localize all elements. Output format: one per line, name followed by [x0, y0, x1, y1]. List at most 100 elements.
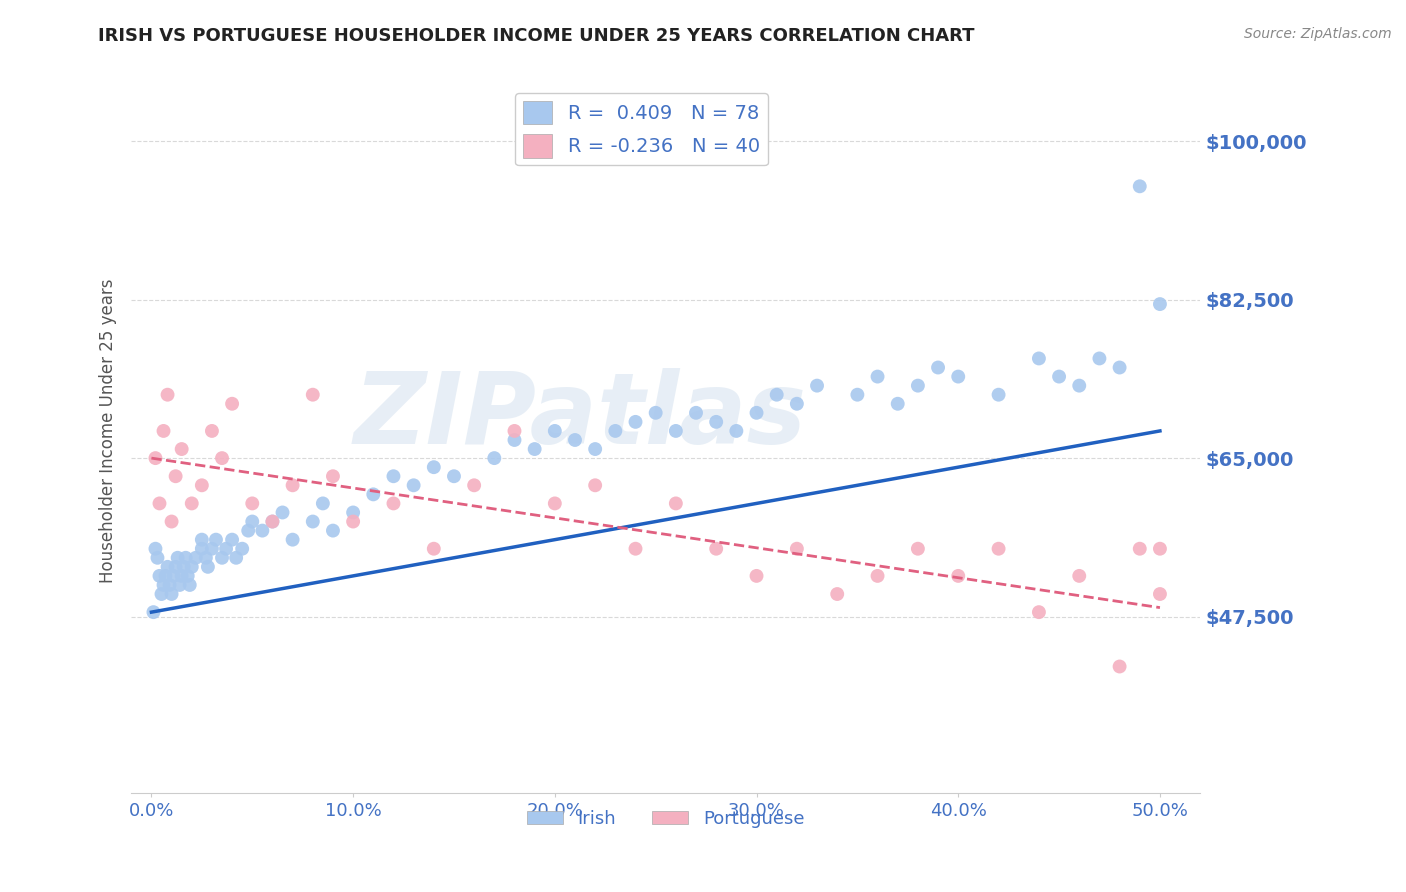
Point — [238, 524, 260, 538]
Legend: Irish, Portuguese: Irish, Portuguese — [520, 803, 811, 835]
Point — [205, 533, 228, 547]
Point — [907, 378, 929, 392]
Point — [170, 569, 193, 583]
Point — [1108, 659, 1130, 673]
Point — [160, 587, 183, 601]
Point — [704, 415, 727, 429]
Point — [1149, 541, 1171, 556]
Point — [765, 387, 787, 401]
Point — [624, 541, 647, 556]
Point — [211, 550, 233, 565]
Point — [152, 424, 174, 438]
Point — [927, 360, 949, 375]
Point — [886, 397, 908, 411]
Point — [745, 406, 768, 420]
Point — [503, 424, 526, 438]
Point — [221, 397, 243, 411]
Point — [704, 541, 727, 556]
Point — [162, 569, 184, 583]
Point — [156, 387, 179, 401]
Point — [194, 550, 217, 565]
Point — [423, 460, 446, 475]
Point — [152, 578, 174, 592]
Point — [240, 496, 263, 510]
Point — [170, 442, 193, 456]
Point — [1069, 569, 1091, 583]
Point — [322, 469, 344, 483]
Point — [156, 559, 179, 574]
Point — [382, 469, 405, 483]
Point — [1129, 541, 1152, 556]
Point — [146, 550, 169, 565]
Y-axis label: Householder Income Under 25 years: Householder Income Under 25 years — [100, 278, 117, 583]
Point — [312, 496, 335, 510]
Point — [583, 442, 606, 456]
Point — [866, 369, 889, 384]
Point — [225, 550, 247, 565]
Point — [142, 605, 165, 619]
Point — [215, 541, 238, 556]
Point — [544, 424, 567, 438]
Point — [180, 559, 202, 574]
Point — [423, 541, 446, 556]
Point — [1028, 351, 1050, 366]
Point — [806, 378, 828, 392]
Point — [564, 433, 586, 447]
Point — [363, 487, 385, 501]
Point — [271, 506, 294, 520]
Point — [665, 496, 688, 510]
Point — [159, 578, 181, 592]
Point — [866, 569, 889, 583]
Point — [201, 424, 224, 438]
Point — [180, 496, 202, 510]
Point — [342, 515, 364, 529]
Point — [145, 541, 167, 556]
Point — [484, 451, 506, 466]
Text: Source: ZipAtlas.com: Source: ZipAtlas.com — [1244, 27, 1392, 41]
Point — [463, 478, 485, 492]
Point — [301, 515, 323, 529]
Point — [523, 442, 546, 456]
Point — [1047, 369, 1070, 384]
Point — [1149, 297, 1171, 311]
Point — [544, 496, 567, 510]
Text: ZIPatlas: ZIPatlas — [354, 368, 807, 465]
Point — [825, 587, 848, 601]
Point — [322, 524, 344, 538]
Point — [342, 506, 364, 520]
Point — [281, 533, 304, 547]
Point — [252, 524, 274, 538]
Point — [725, 424, 748, 438]
Point — [173, 559, 195, 574]
Point — [174, 550, 197, 565]
Point — [191, 478, 214, 492]
Point — [1069, 378, 1091, 392]
Point — [231, 541, 253, 556]
Point — [948, 369, 970, 384]
Point — [1088, 351, 1111, 366]
Point — [165, 559, 187, 574]
Point — [1129, 179, 1152, 194]
Point — [1149, 587, 1171, 601]
Point — [846, 387, 869, 401]
Point — [745, 569, 768, 583]
Point — [605, 424, 627, 438]
Point — [907, 541, 929, 556]
Point — [665, 424, 688, 438]
Point — [165, 469, 187, 483]
Point — [1108, 360, 1130, 375]
Point — [166, 550, 188, 565]
Point — [948, 569, 970, 583]
Point — [145, 451, 167, 466]
Point — [987, 541, 1010, 556]
Text: IRISH VS PORTUGUESE HOUSEHOLDER INCOME UNDER 25 YEARS CORRELATION CHART: IRISH VS PORTUGUESE HOUSEHOLDER INCOME U… — [98, 27, 974, 45]
Point — [197, 559, 219, 574]
Point — [201, 541, 224, 556]
Point — [191, 533, 214, 547]
Point — [155, 569, 177, 583]
Point — [150, 587, 173, 601]
Point — [262, 515, 284, 529]
Point — [177, 569, 200, 583]
Point — [281, 478, 304, 492]
Point — [262, 515, 284, 529]
